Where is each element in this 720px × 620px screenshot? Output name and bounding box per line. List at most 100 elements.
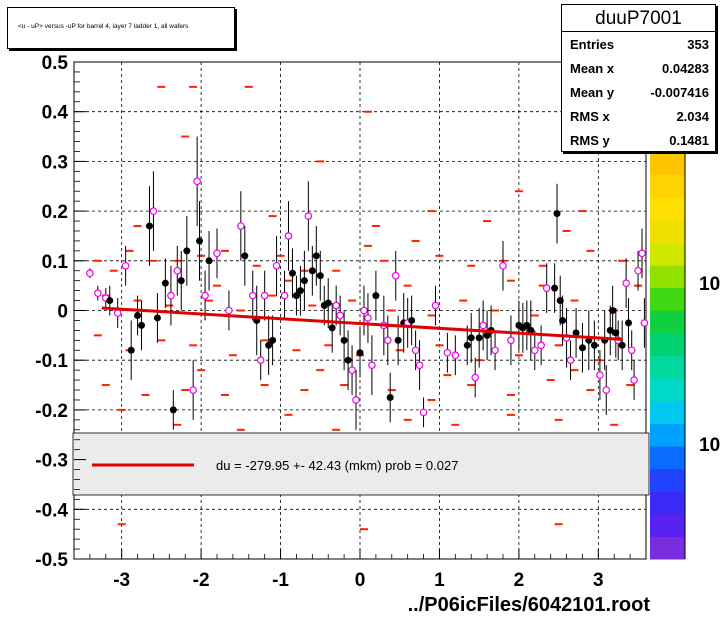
profile-point-filled bbox=[625, 319, 633, 327]
profile-point-open bbox=[193, 177, 201, 186]
stats-row-mean-y: Mean y -0.007416 bbox=[562, 80, 715, 104]
profile-point-filled bbox=[241, 252, 249, 260]
plot-title: <u - uP> versus -uP for barrel 4, layer … bbox=[18, 23, 189, 30]
profile-point-filled bbox=[344, 356, 352, 364]
profile-point-filled bbox=[196, 237, 204, 245]
profile-point-open bbox=[280, 291, 289, 300]
x-tick-label: 0 bbox=[355, 570, 366, 591]
profile-point-open bbox=[368, 361, 376, 369]
cell-marker bbox=[538, 264, 547, 267]
profile-point-filled bbox=[386, 393, 394, 401]
profile-point-filled bbox=[269, 336, 277, 344]
profile-point-open bbox=[451, 351, 460, 360]
profile-point-open bbox=[225, 306, 233, 315]
profile-point-open bbox=[173, 266, 182, 275]
profile-point-open bbox=[149, 207, 158, 215]
x-tick-label: -3 bbox=[113, 570, 130, 591]
stats-box: duuP7001 Entries 353 Mean x 0.04283 Mean… bbox=[561, 4, 716, 152]
cell-marker bbox=[244, 85, 253, 88]
cell-marker bbox=[117, 408, 126, 411]
profile-point-filled bbox=[559, 316, 567, 324]
y-tick-label: 0.3 bbox=[42, 152, 68, 173]
profile-point-open bbox=[634, 266, 642, 275]
stats-label: RMS x bbox=[570, 109, 610, 124]
stats-value: 0.1481 bbox=[669, 133, 709, 148]
profile-point-open bbox=[602, 386, 611, 394]
cell-marker bbox=[570, 369, 579, 372]
cell-marker bbox=[93, 259, 102, 262]
cell-marker bbox=[133, 225, 142, 228]
profile-point-filled bbox=[177, 277, 185, 285]
profile-point-open bbox=[121, 261, 130, 270]
x-tick-label: -2 bbox=[193, 570, 210, 591]
profile-point-filled bbox=[324, 299, 332, 307]
profile-point-open bbox=[596, 371, 604, 379]
cell-marker bbox=[546, 379, 555, 382]
profile-point-open bbox=[471, 373, 479, 382]
profile-point-open bbox=[86, 269, 94, 278]
cell-marker bbox=[626, 384, 635, 387]
cell-marker bbox=[157, 85, 166, 88]
profile-point-filled bbox=[153, 314, 161, 322]
cell-marker bbox=[427, 314, 436, 317]
profile-point-filled bbox=[618, 341, 626, 349]
palette-cell bbox=[650, 219, 685, 243]
profile-point-open bbox=[167, 291, 175, 300]
y-tick-label: -0.2 bbox=[35, 401, 68, 422]
palette-label: 10 bbox=[699, 274, 720, 295]
profile-point-filled bbox=[475, 334, 483, 342]
cell-marker bbox=[117, 523, 126, 526]
cell-marker bbox=[189, 85, 198, 88]
cell-marker bbox=[610, 423, 619, 426]
profile-point-filled bbox=[527, 326, 535, 334]
cell-marker bbox=[236, 309, 245, 312]
profile-point-filled bbox=[328, 324, 336, 332]
cell-marker bbox=[197, 369, 206, 372]
profile-point-filled bbox=[265, 341, 273, 349]
cell-marker bbox=[181, 135, 190, 138]
cell-marker bbox=[371, 225, 380, 228]
profile-point-open bbox=[491, 346, 499, 355]
x-tick-label: 2 bbox=[514, 570, 525, 591]
cell-marker bbox=[165, 304, 174, 307]
cell-marker bbox=[340, 384, 349, 387]
cell-marker bbox=[276, 254, 285, 257]
cell-marker bbox=[157, 339, 166, 342]
profile-point-filled bbox=[463, 341, 471, 349]
profile-point-filled bbox=[356, 349, 364, 357]
stats-label: Mean y bbox=[570, 85, 615, 100]
profile-point-open bbox=[622, 279, 630, 287]
profile-point-open bbox=[419, 408, 428, 417]
y-tick-label: -0.1 bbox=[35, 351, 68, 372]
palette-cell bbox=[650, 287, 685, 311]
cell-marker bbox=[491, 309, 500, 312]
palette-cell bbox=[650, 152, 685, 176]
cell-marker bbox=[292, 349, 301, 352]
cell-marker bbox=[284, 279, 293, 282]
profile-point-open bbox=[94, 289, 102, 297]
palette-cell bbox=[650, 355, 685, 379]
stats-row-mean-x: Mean x 0.04283 bbox=[562, 56, 715, 80]
profile-point-open bbox=[201, 291, 209, 300]
cell-marker bbox=[300, 389, 309, 392]
profile-point-filled bbox=[340, 336, 348, 344]
profile-point-filled bbox=[590, 341, 598, 349]
profile-points bbox=[86, 136, 649, 430]
cell-marker bbox=[268, 215, 277, 218]
cell-marker bbox=[220, 249, 229, 252]
y-tick-label: -0.5 bbox=[35, 550, 68, 571]
cell-marker bbox=[348, 299, 357, 302]
cell-marker bbox=[173, 423, 182, 426]
cell-marker bbox=[395, 349, 404, 352]
profile-point-filled bbox=[556, 297, 564, 305]
cell-marker bbox=[578, 210, 587, 213]
x-tick-label: 3 bbox=[593, 570, 604, 591]
palette-cell bbox=[650, 197, 685, 221]
profile-point-open bbox=[213, 249, 221, 258]
palette-cell bbox=[650, 536, 685, 560]
cell-marker bbox=[181, 389, 190, 392]
cell-marker bbox=[93, 334, 102, 337]
profile-point-filled bbox=[145, 222, 153, 230]
cell-marker bbox=[109, 269, 118, 272]
palette-cell bbox=[650, 468, 685, 492]
